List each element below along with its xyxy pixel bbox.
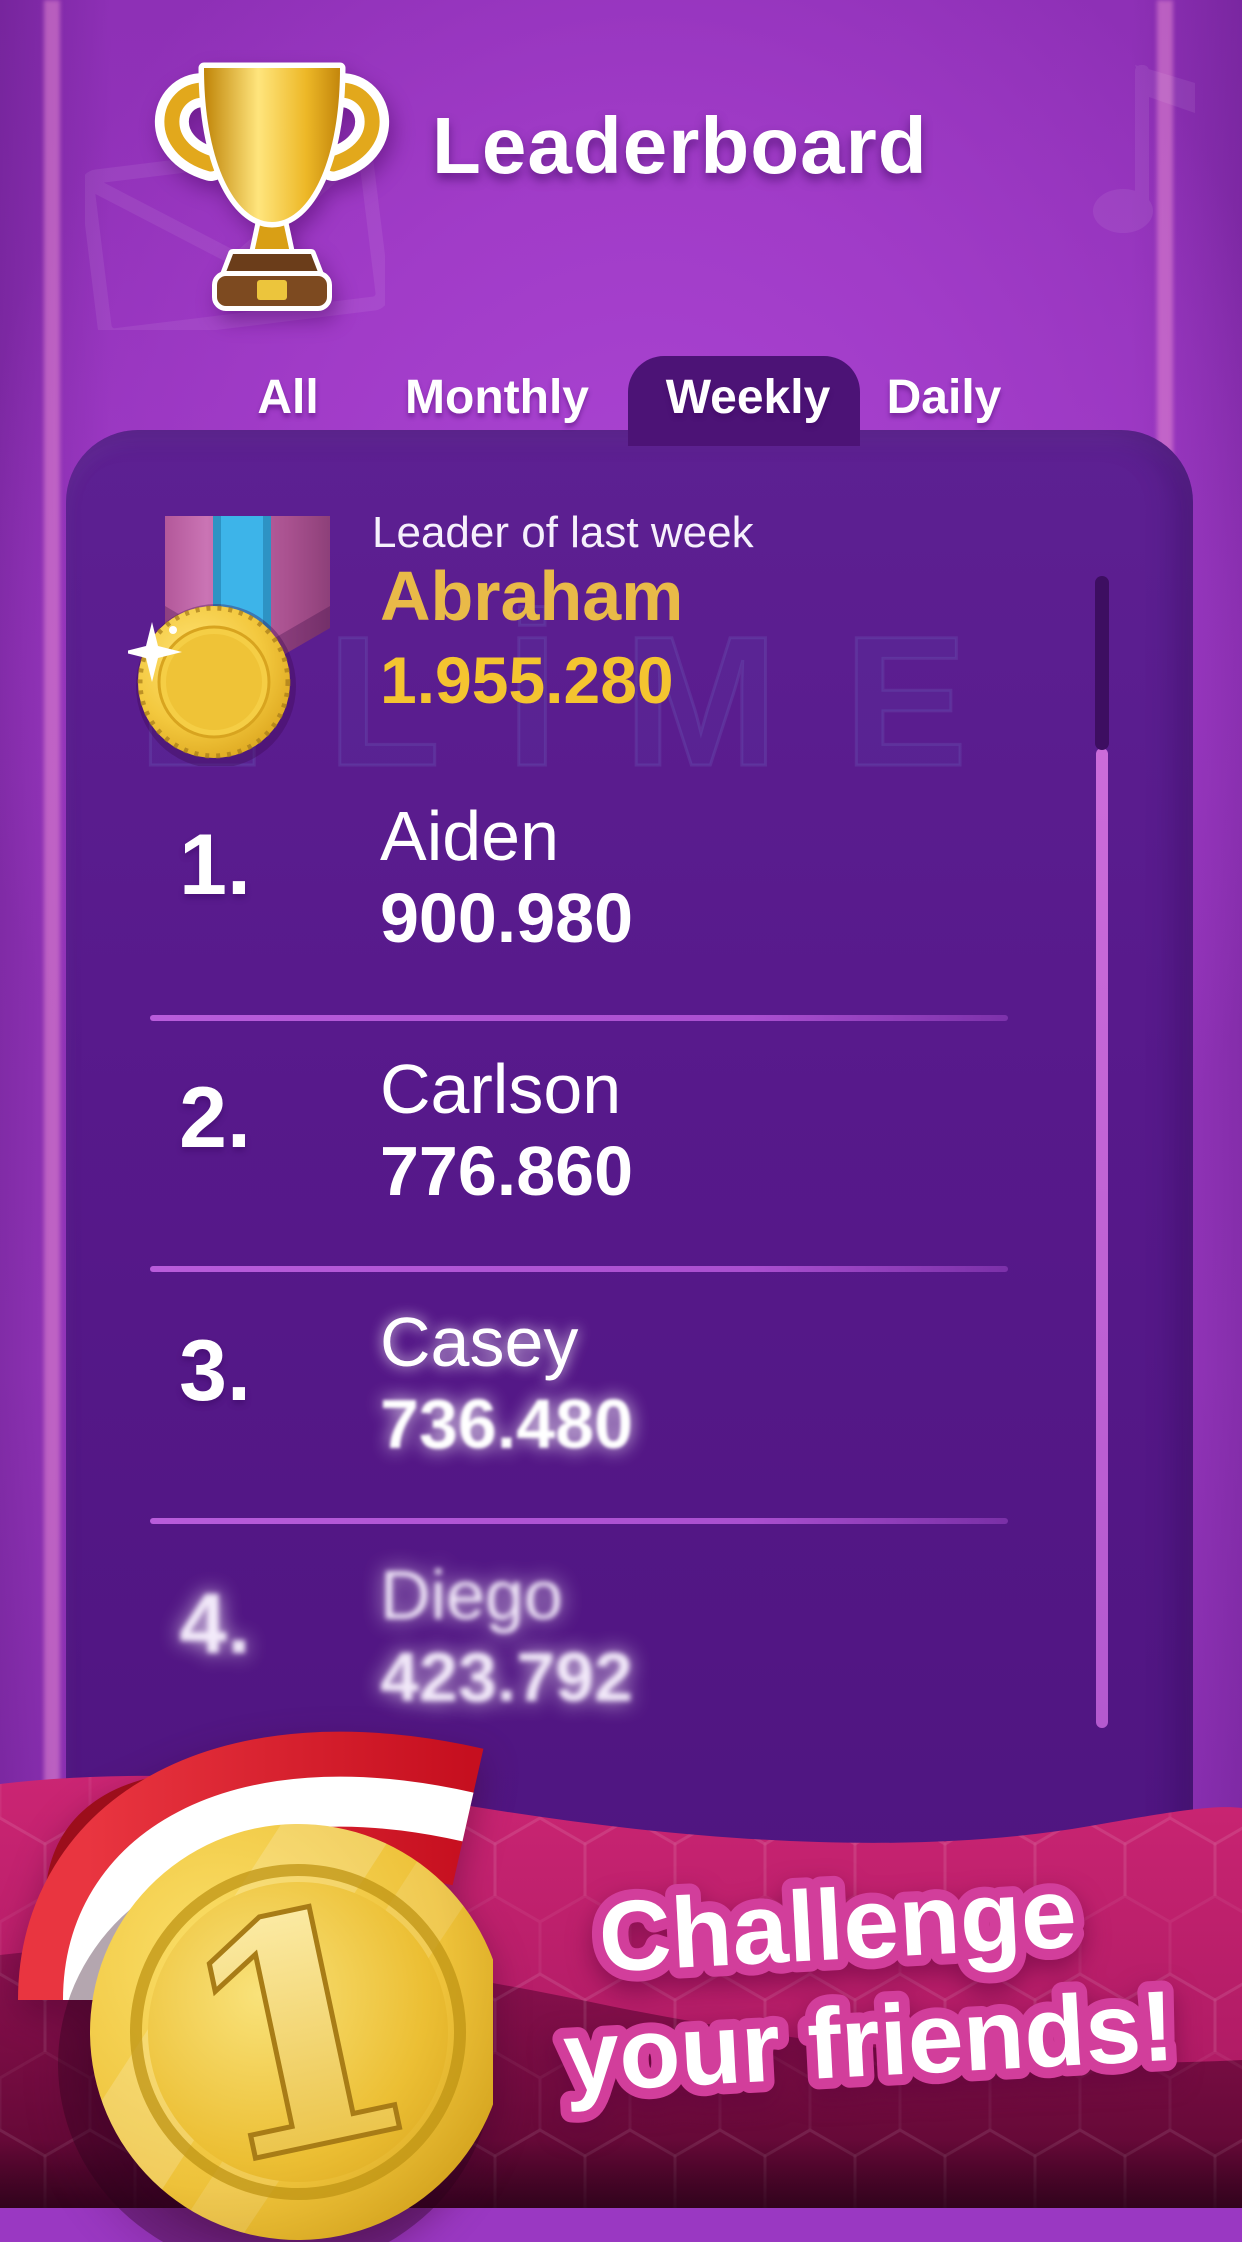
page-title: Leaderboard (432, 101, 928, 190)
row-rank: 1. (179, 817, 251, 913)
first-place-medal-icon: 1 (18, 1731, 493, 2242)
tab-all[interactable]: All (257, 371, 319, 424)
scrollbar-thumb[interactable] (1095, 576, 1109, 750)
background-stripe-left (44, 0, 60, 1800)
leaderboard-row-1: 1. Aiden 900.980 (66, 790, 1193, 1043)
tab-monthly[interactable]: Monthly (405, 371, 589, 424)
row-player-name: Diego (380, 1556, 563, 1634)
row-player-name: Casey (380, 1303, 579, 1381)
row-player-name: Aiden (380, 797, 560, 875)
row-divider (150, 1015, 1008, 1021)
sparkle-icon (128, 622, 182, 682)
leader-caption: Leader of last week (372, 508, 754, 557)
trophy-icon (155, 62, 389, 311)
leader-score: 1.955.280 (380, 643, 674, 717)
leaderboard-row-3: 3. Casey 736.480 (66, 1296, 1193, 1549)
leader-medal-icon (128, 516, 330, 766)
row-player-score: 900.980 (380, 879, 634, 957)
scrollbar-track[interactable] (1096, 748, 1108, 1728)
row-player-name: Carlson (380, 1050, 622, 1128)
tab-weekly[interactable]: Weekly (665, 371, 831, 424)
row-rank: 4. (179, 1576, 251, 1672)
banner-line-1: Challenge (596, 1857, 1079, 1994)
challenge-banner: Challenge your friends! (550, 1846, 1188, 2125)
leaderboard-row-4: 4. Diego 423.792 (66, 1549, 1193, 1802)
leader-name: Abraham (380, 557, 684, 635)
tab-daily[interactable]: Daily (886, 371, 1002, 424)
active-tab-background (628, 356, 860, 446)
row-player-score: 736.480 (380, 1385, 634, 1463)
row-player-score: 423.792 (380, 1638, 634, 1716)
banner-line-2: your friends! (561, 1970, 1177, 2114)
music-note-icon (1093, 65, 1195, 233)
row-rank: 2. (179, 1070, 251, 1166)
row-player-score: 776.860 (380, 1132, 634, 1210)
row-rank: 3. (179, 1323, 251, 1419)
row-divider (150, 1518, 1008, 1524)
leaderboard-row-2: 2. Carlson 776.860 (66, 1043, 1193, 1296)
row-divider (150, 1266, 1008, 1272)
